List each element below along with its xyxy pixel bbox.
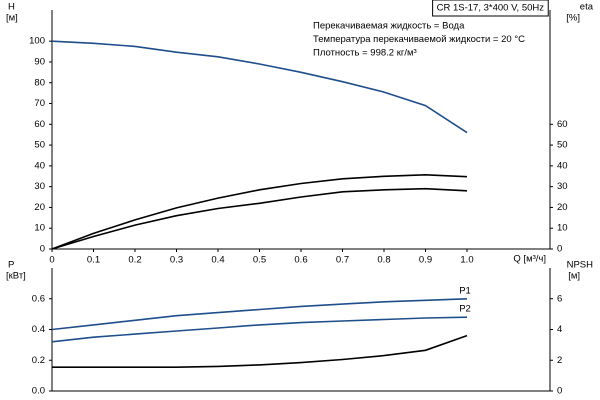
curve xyxy=(51,173,468,250)
y-tick-label: 100 xyxy=(29,36,45,47)
x-tick-label: 0.3 xyxy=(170,255,183,266)
y-tick-label: 70 xyxy=(34,98,45,109)
y-tick-label: 0 xyxy=(40,244,45,255)
x-tick-label: 0.8 xyxy=(377,255,390,266)
curve xyxy=(52,334,468,369)
annotation: Плотность = 998.2 кг/м³ xyxy=(313,48,417,59)
y2-tick-label: 2 xyxy=(557,355,562,366)
series-label: P2 xyxy=(459,304,471,315)
chart-title: CR 1S-17, 3*400 V, 50Hz xyxy=(437,3,545,14)
y-tick-label: 40 xyxy=(34,160,45,171)
curve xyxy=(51,316,468,343)
y2-tick-label: 60 xyxy=(557,119,568,130)
y2-tick-label: 10 xyxy=(557,223,568,234)
y2-tick-label: 20 xyxy=(557,202,568,213)
curve xyxy=(51,187,468,250)
y-tick-label: 0.2 xyxy=(32,355,45,366)
x-tick-label: 0.9 xyxy=(419,255,432,266)
title-box xyxy=(432,0,549,17)
annotation: Температура перекачиваемой жидкости = 20… xyxy=(313,34,525,45)
x-tick-label: 0.4 xyxy=(211,255,224,266)
y2-tick-label: 6 xyxy=(557,293,562,304)
x-tick-label: 1.0 xyxy=(460,255,473,266)
y-axis-label: H xyxy=(8,2,15,13)
x-tick-label: 0 xyxy=(49,255,54,266)
y2-tick-label: 0 xyxy=(557,386,562,397)
y2-axis-unit: [%] xyxy=(566,13,580,24)
x-tick-label: 0.7 xyxy=(336,255,349,266)
y-tick-label: 0.6 xyxy=(32,293,45,304)
y-tick-label: 30 xyxy=(34,181,45,192)
y-tick-label: 90 xyxy=(34,56,45,67)
x-axis-label: Q [м³/ч] xyxy=(513,254,546,265)
y-tick-label: 10 xyxy=(34,223,45,234)
x-tick-label: 0.6 xyxy=(294,255,307,266)
x-tick-label: 0.1 xyxy=(87,255,100,266)
y2-tick-label: 40 xyxy=(557,160,568,171)
y-axis-label: P xyxy=(8,260,14,271)
curve xyxy=(51,298,468,331)
y-tick-label: 0.0 xyxy=(32,386,45,397)
y2-axis-label: NPSH xyxy=(567,260,594,271)
y-axis-unit: [кВт] xyxy=(6,271,26,282)
y-tick-label: 80 xyxy=(34,77,45,88)
y2-tick-label: 4 xyxy=(557,324,562,335)
series-label: P1 xyxy=(459,285,471,296)
y2-tick-label: 50 xyxy=(557,140,568,151)
annotation: Перекачиваемая жидкость = Вода xyxy=(313,21,465,32)
y-tick-label: 0.4 xyxy=(32,324,45,335)
x-tick-label: 0.5 xyxy=(253,255,266,266)
y2-tick-label: 0 xyxy=(557,244,562,255)
y2-axis-label: eta xyxy=(580,2,594,13)
curve xyxy=(51,40,468,134)
y2-tick-label: 30 xyxy=(557,181,568,192)
y2-axis-unit: [м] xyxy=(568,271,580,282)
y-tick-label: 50 xyxy=(34,140,45,151)
y-axis-unit: [м] xyxy=(6,13,18,24)
x-tick-label: 0.2 xyxy=(128,255,141,266)
y-tick-label: 60 xyxy=(34,119,45,130)
y-tick-label: 20 xyxy=(34,202,45,213)
